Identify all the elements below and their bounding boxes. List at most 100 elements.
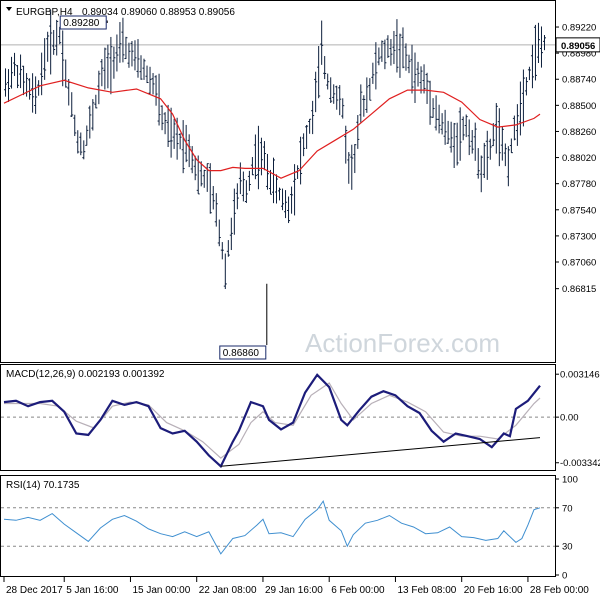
ohlc-bar xyxy=(136,39,140,78)
ohlc-bar xyxy=(350,144,354,190)
ohlc-bar xyxy=(190,146,194,174)
ohlc-bar xyxy=(211,186,215,210)
price-tick-label: 0.88980 xyxy=(562,49,596,60)
ohlc-bar xyxy=(169,107,173,158)
ohlc-bar xyxy=(106,44,110,89)
time-tick-label: 13 Feb 08:00 xyxy=(397,585,456,596)
price-tick-label: 0.88500 xyxy=(562,101,596,112)
rsi-tick-label: 0 xyxy=(562,571,567,582)
ohlc-bar xyxy=(317,46,321,99)
ohlc-bar xyxy=(353,144,357,174)
ohlc-bar xyxy=(458,107,462,161)
ohlc-bar xyxy=(187,134,191,168)
ohlc-bar xyxy=(377,47,381,66)
time-tick-label: 22 Jan 08:00 xyxy=(199,585,257,596)
ohlc-bar xyxy=(446,120,450,144)
ohlc-bar xyxy=(368,78,372,101)
ohlc-bar xyxy=(172,118,176,149)
ohlc-bar xyxy=(503,143,507,167)
ohlc-bar xyxy=(395,19,399,73)
ohlc-bar xyxy=(73,114,77,137)
main-plot: 0.89280 0.86860 xyxy=(1,9,555,360)
ohlc-bar xyxy=(305,124,309,149)
price-tick-label: 0.88740 xyxy=(562,75,596,86)
ohlc-bar xyxy=(407,54,411,74)
ohlc-bar xyxy=(389,39,393,66)
ohlc-bar xyxy=(479,155,483,193)
ohlc-bar xyxy=(419,66,423,94)
ohlc-bar xyxy=(284,190,288,219)
ohlc-bar xyxy=(238,162,242,195)
ohlc-bar xyxy=(506,146,510,187)
main-panel-frame xyxy=(0,0,556,363)
ohlc-bar xyxy=(494,103,498,154)
ohlc-bar xyxy=(91,99,95,131)
rsi-title: RSI(14) 70.1735 xyxy=(6,480,80,491)
ohlc-bar xyxy=(142,58,146,80)
time-tick-label: 28 Feb 00:00 xyxy=(530,585,589,596)
time-tick-label: 6 Feb 00:00 xyxy=(331,585,385,596)
ohlc-bar xyxy=(392,30,396,65)
ohlc-bar xyxy=(55,19,59,56)
ohlc-bar xyxy=(338,85,342,116)
ohlc-bar xyxy=(470,129,474,154)
ohlc-bar xyxy=(365,77,369,113)
ohlc-bar xyxy=(332,84,336,104)
ohlc-bar xyxy=(109,36,113,95)
ohlc-bar xyxy=(31,73,35,113)
main-header: EURGBP,H4 0.89034 0.89060 0.88953 0.8905… xyxy=(6,7,235,18)
rsi-tick-label: 100 xyxy=(562,475,578,486)
ohlc-bar xyxy=(268,169,272,195)
ohlc-bar xyxy=(112,46,116,79)
moving-average-line xyxy=(3,79,541,179)
ohlc-bar xyxy=(542,35,546,51)
ohlc-bar xyxy=(220,242,224,260)
ohlc-bar xyxy=(425,72,429,104)
ohlc-bar xyxy=(308,118,312,134)
ohlc-bar xyxy=(67,78,71,106)
ohlc-bar xyxy=(320,20,324,65)
ohlc-bar xyxy=(94,94,98,109)
rsi-tick-label: 70 xyxy=(562,503,573,514)
ohlc-bar xyxy=(103,47,107,90)
ohlc-bar xyxy=(130,41,134,67)
ohlc-bar xyxy=(443,109,447,145)
price-tick-label: 0.88260 xyxy=(562,127,596,138)
ohlc-bar xyxy=(536,22,540,64)
macd-signal-line xyxy=(4,382,541,459)
axes: 0.89220 0.88980 0.88740 0.88500 0.88260 0.880… xyxy=(3,23,600,596)
ohlc-bar xyxy=(344,125,348,164)
macd-line xyxy=(3,373,541,469)
macd-tick-label: 0.00 xyxy=(560,413,579,424)
last-price-box xyxy=(555,37,600,53)
price-tick-label: 0.86815 xyxy=(562,284,596,295)
ohlc-bar xyxy=(214,193,218,227)
ohlc-bar xyxy=(121,17,125,63)
ohlc-bar xyxy=(52,29,56,55)
ohlc-bar xyxy=(530,44,534,89)
macd-tick-label: -0.003342 xyxy=(560,458,600,469)
ohlc-values: 0.89034 0.89060 0.88953 0.89056 xyxy=(82,7,235,18)
ohlc-bar xyxy=(259,137,263,176)
ohlc-bar xyxy=(151,73,155,95)
ohlc-bar xyxy=(509,138,513,154)
ohlc-bar xyxy=(133,40,137,71)
last-price-label: 0.89056 xyxy=(561,41,595,52)
macd-plot xyxy=(1,373,555,469)
ohlc-bar xyxy=(202,169,206,188)
ohlc-bar xyxy=(154,75,158,106)
time-tick-label: 20 Feb 16:00 xyxy=(464,585,523,596)
ohlc-bar xyxy=(148,66,152,94)
ohlc-bar xyxy=(97,70,101,105)
rsi-tick-label: 30 xyxy=(562,542,573,553)
ohlc-bar xyxy=(82,140,86,160)
ohlc-bar xyxy=(302,133,306,157)
ohlc-bar xyxy=(127,42,131,68)
ohlc-bar xyxy=(410,44,414,94)
ohlc-bar xyxy=(518,81,522,136)
ohlc-bar xyxy=(199,161,203,187)
ohlc-bar xyxy=(356,115,360,149)
ohlc-bar xyxy=(43,38,47,80)
annotation-box xyxy=(59,15,107,30)
ohlc-bar xyxy=(61,30,65,87)
